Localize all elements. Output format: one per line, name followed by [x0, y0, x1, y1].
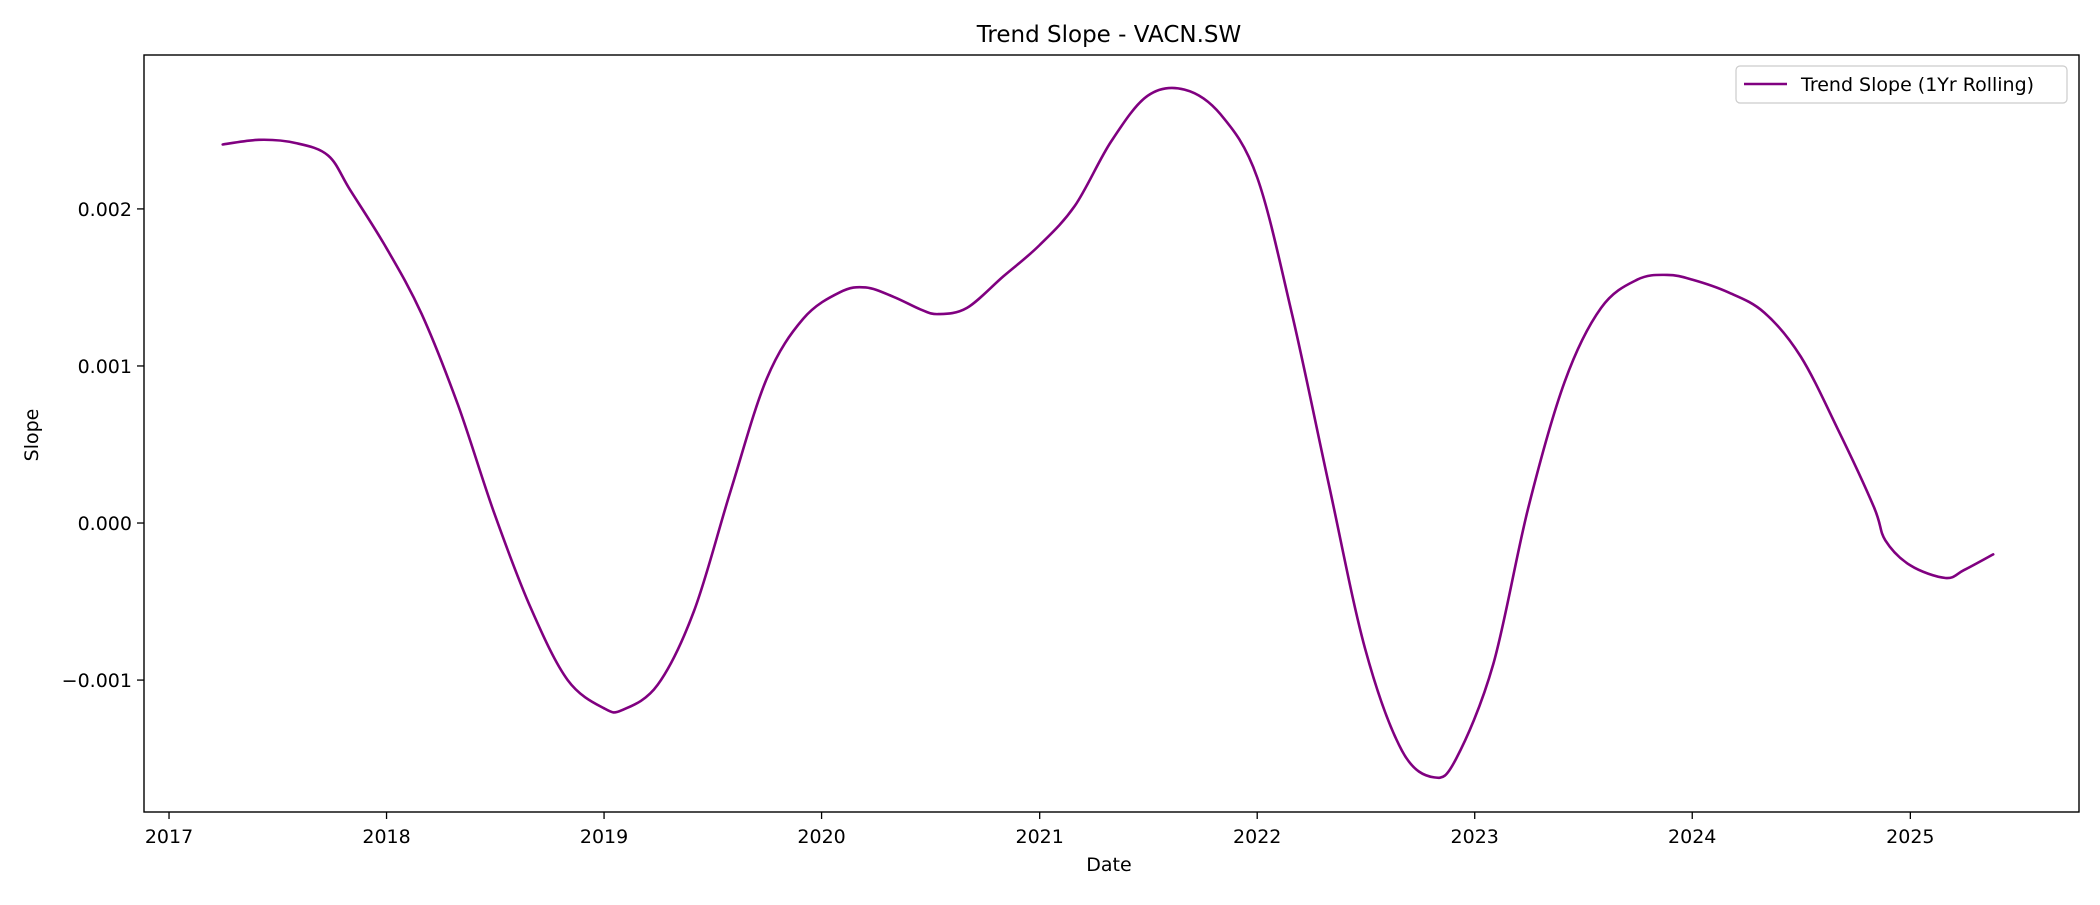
x-tick-label: 2021	[1016, 826, 1064, 848]
legend-box	[1735, 65, 2068, 104]
legend-entry-label: Trend Slope (1Yr Rolling)	[1800, 74, 2034, 96]
y-axis-ticks: −0.001 0.000 0.001 0.002	[62, 199, 144, 692]
chart-title: Trend Slope - VACN.SW	[976, 22, 1242, 48]
x-tick-label: 2020	[797, 826, 845, 848]
x-axis-ticks: 2017 2018 2019 2020 2021 2022 2023 2024 2025	[145, 812, 1935, 848]
x-tick-label: 2018	[362, 826, 410, 848]
x-tick-label: 2024	[1668, 826, 1716, 848]
y-tick-label: 0.002	[78, 199, 132, 221]
plot-area-frame	[143, 54, 2080, 813]
x-tick-label: 2022	[1233, 826, 1281, 848]
x-tick-label: 2025	[1886, 826, 1934, 848]
y-tick-label: −0.001	[62, 670, 132, 692]
y-axis-label: Slope	[21, 409, 43, 462]
x-axis-label: Date	[1086, 854, 1131, 876]
x-tick-label: 2017	[145, 826, 193, 848]
x-tick-label: 2023	[1451, 826, 1499, 848]
y-tick-label: 0.001	[78, 356, 132, 378]
series-line-trend-slope	[221, 86, 1995, 780]
x-tick-label: 2019	[580, 826, 628, 848]
legend: Trend Slope (1Yr Rolling)	[1735, 65, 2068, 104]
y-tick-label: 0.000	[78, 513, 132, 535]
